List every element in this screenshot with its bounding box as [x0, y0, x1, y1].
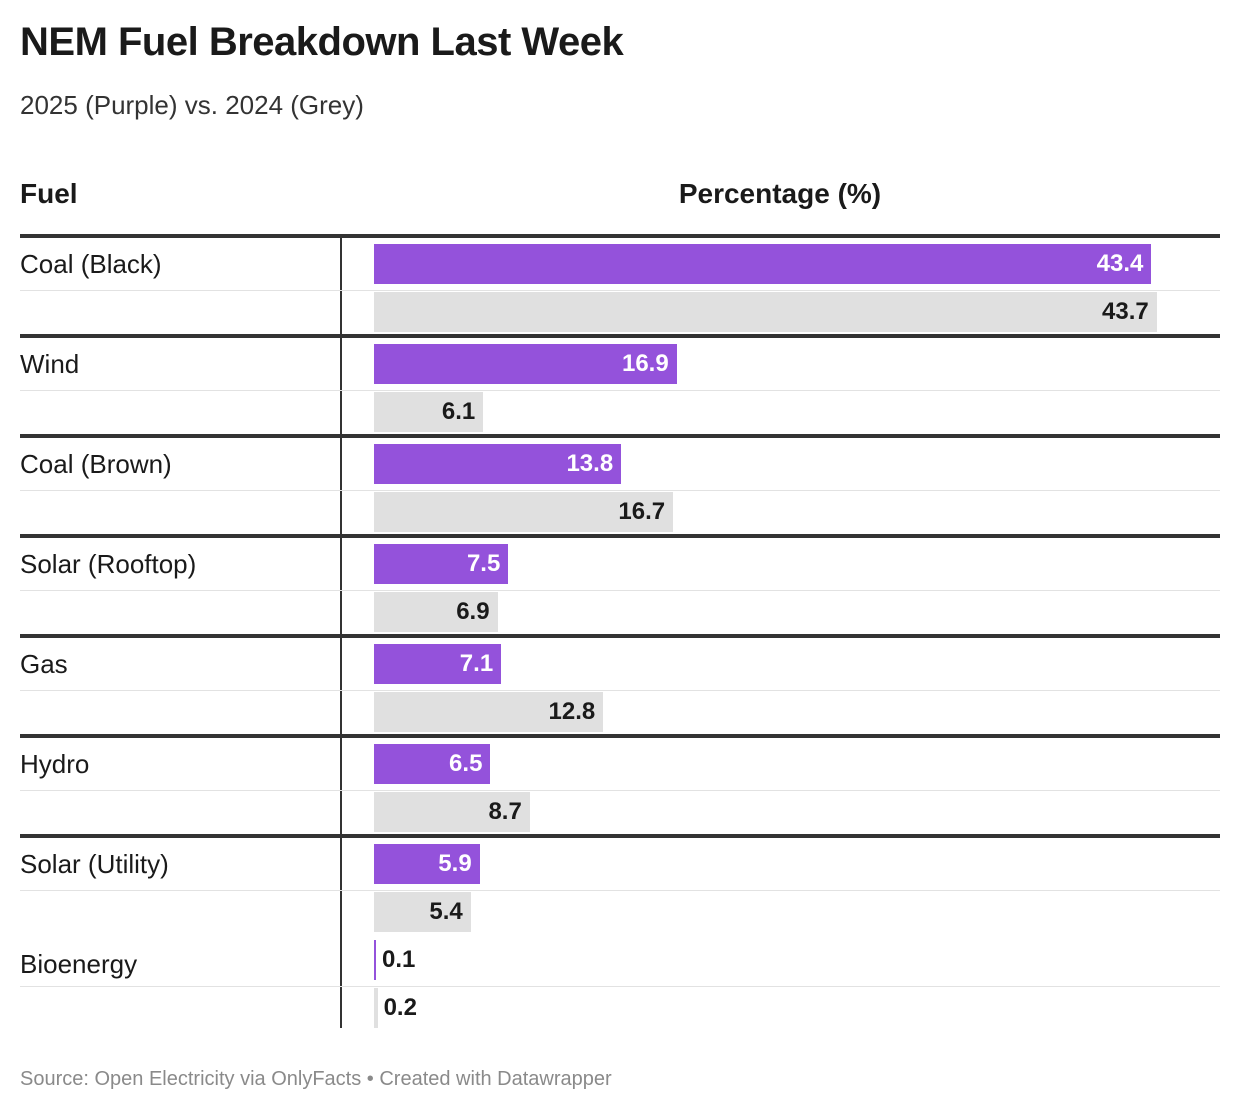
row-divider — [20, 690, 1220, 691]
value-label: 0.1 — [382, 946, 416, 973]
group-divider — [20, 834, 1220, 838]
value-label: 5.4 — [429, 898, 463, 925]
row-divider — [20, 290, 1220, 291]
chart-title: NEM Fuel Breakdown Last Week — [20, 20, 624, 64]
bar-2024 — [374, 988, 378, 1028]
value-label: 6.1 — [441, 398, 476, 425]
bar-2025 — [374, 544, 509, 584]
bar-2025 — [374, 344, 677, 384]
bar-2025 — [374, 644, 502, 684]
fuel-label: Bioenergy — [20, 949, 138, 979]
value-label: 7.5 — [466, 550, 501, 577]
bar-2025 — [374, 744, 491, 784]
chart-subtitle: 2025 (Purple) vs. 2024 (Grey) — [20, 90, 364, 120]
bar-2025 — [374, 844, 480, 884]
bar-2024 — [374, 792, 530, 832]
fuel-label: Coal (Black) — [20, 249, 162, 279]
value-label: 16.9 — [621, 350, 669, 377]
row-divider — [20, 590, 1220, 591]
group-divider — [20, 534, 1220, 538]
value-label: 6.5 — [449, 750, 483, 777]
value-label: 8.7 — [488, 798, 522, 825]
bar-2024 — [374, 392, 484, 432]
bar-2025 — [374, 244, 1152, 284]
fuel-label: Solar (Rooftop) — [20, 549, 197, 579]
row-divider — [20, 490, 1220, 491]
group-divider — [20, 634, 1220, 638]
column-header-percentage: Percentage (%) — [678, 178, 882, 209]
group-divider — [20, 334, 1220, 338]
bar-2025 — [374, 940, 376, 980]
value-label: 7.1 — [459, 650, 494, 677]
bar-2024 — [374, 492, 674, 532]
group-divider — [20, 234, 1220, 238]
fuel-label: Solar (Utility) — [20, 849, 169, 879]
value-label: 13.8 — [566, 450, 614, 477]
source-note: Source: Open Electricity via OnlyFacts •… — [20, 1068, 612, 1090]
value-label: 0.2 — [383, 994, 417, 1021]
row-divider — [20, 986, 1220, 987]
group-divider — [20, 434, 1220, 438]
bar-2024 — [374, 592, 498, 632]
value-label: 43.7 — [1102, 298, 1149, 325]
value-label: 16.7 — [618, 498, 666, 525]
axis-line — [340, 236, 342, 1028]
bar-2024 — [374, 292, 1157, 332]
row-divider — [20, 790, 1220, 791]
group-divider — [20, 734, 1220, 738]
fuel-label: Gas — [20, 649, 68, 679]
fuel-label: Wind — [20, 349, 80, 379]
value-label: 12.8 — [548, 698, 596, 725]
value-label: 5.9 — [438, 850, 472, 877]
row-divider — [20, 390, 1220, 391]
value-label: 43.4 — [1096, 250, 1144, 277]
bar-2024 — [374, 892, 471, 932]
fuel-label: Coal (Brown) — [20, 449, 172, 479]
row-divider — [20, 890, 1220, 891]
fuel-label: Hydro — [20, 749, 90, 779]
bar-2025 — [374, 444, 622, 484]
bar-2024 — [374, 692, 604, 732]
value-label: 6.9 — [456, 598, 490, 625]
column-header-fuel: Fuel — [20, 178, 78, 209]
